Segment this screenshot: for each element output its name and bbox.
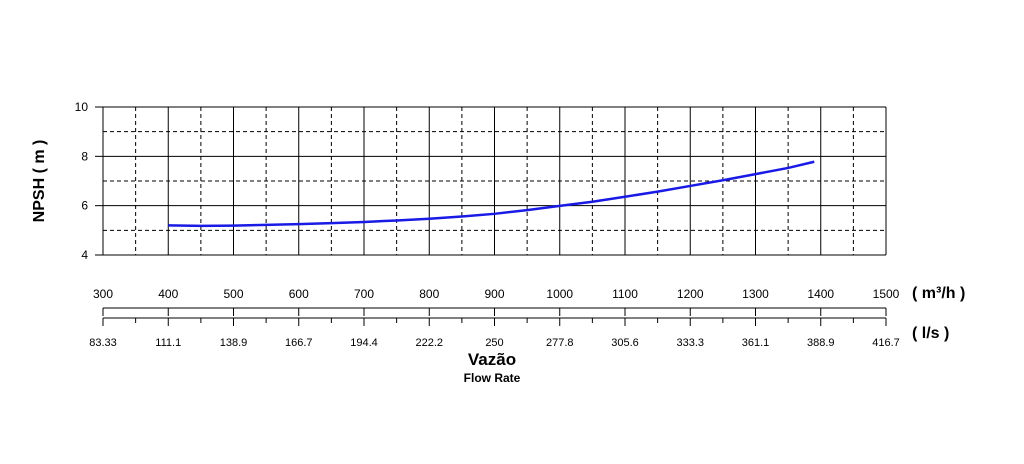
x-tick-label: 1400 bbox=[807, 287, 834, 301]
tick-labels: 4 6 8 10 300 400 500 600 700 800 900 1000 1100 1200 13… bbox=[75, 100, 900, 349]
x-tick-label: 600 bbox=[289, 287, 309, 301]
x2-tick-label: 333.3 bbox=[676, 337, 704, 349]
x2-tick-label: 222.2 bbox=[415, 337, 443, 349]
x-axis-label: Vazão bbox=[468, 350, 516, 369]
x2-tick-label: 416.7 bbox=[872, 337, 900, 349]
x-tick-label: 300 bbox=[93, 287, 113, 301]
x2-tick-label: 194.4 bbox=[350, 337, 378, 349]
x2-tick-label: 111.1 bbox=[155, 337, 181, 349]
y-tick-label: 10 bbox=[75, 100, 89, 114]
x-tick-label: 400 bbox=[158, 287, 178, 301]
x-tick-label: 1500 bbox=[873, 287, 900, 301]
y-axis-label: NPSH ( m ) bbox=[31, 140, 48, 223]
grid bbox=[102, 106, 887, 256]
x-tick-label: 500 bbox=[223, 287, 243, 301]
x2-tick-label: 305.6 bbox=[611, 337, 639, 349]
axes bbox=[95, 106, 887, 326]
x-tick-label: 1200 bbox=[677, 287, 704, 301]
x2-tick-label: 83.33 bbox=[89, 337, 117, 349]
y-tick-label: 4 bbox=[81, 248, 88, 262]
x-axis-sublabel: Flow Rate bbox=[464, 371, 521, 385]
x2-tick-label: 361.1 bbox=[742, 337, 770, 349]
x-tick-label: 900 bbox=[484, 287, 504, 301]
x-tick-label: 1300 bbox=[742, 287, 769, 301]
y-tick-label: 6 bbox=[81, 199, 88, 213]
x2-tick-label: 166.7 bbox=[285, 337, 313, 349]
x2-tick-label: 138.9 bbox=[220, 337, 248, 349]
x-tick-label: 1100 bbox=[612, 287, 638, 301]
x-tick-label: 1000 bbox=[546, 287, 573, 301]
x-unit-ls: ( l/s ) bbox=[912, 325, 949, 342]
x-tick-label: 800 bbox=[419, 287, 439, 301]
x2-tick-label: 388.9 bbox=[807, 337, 835, 349]
x2-tick-label: 277.8 bbox=[546, 337, 574, 349]
x-unit-m3h: ( m³/h ) bbox=[912, 285, 965, 302]
x2-tick-label: 250 bbox=[485, 337, 503, 349]
npsh-curve bbox=[168, 160, 815, 228]
y-tick-label: 8 bbox=[81, 149, 88, 163]
x-tick-label: 700 bbox=[354, 287, 374, 301]
